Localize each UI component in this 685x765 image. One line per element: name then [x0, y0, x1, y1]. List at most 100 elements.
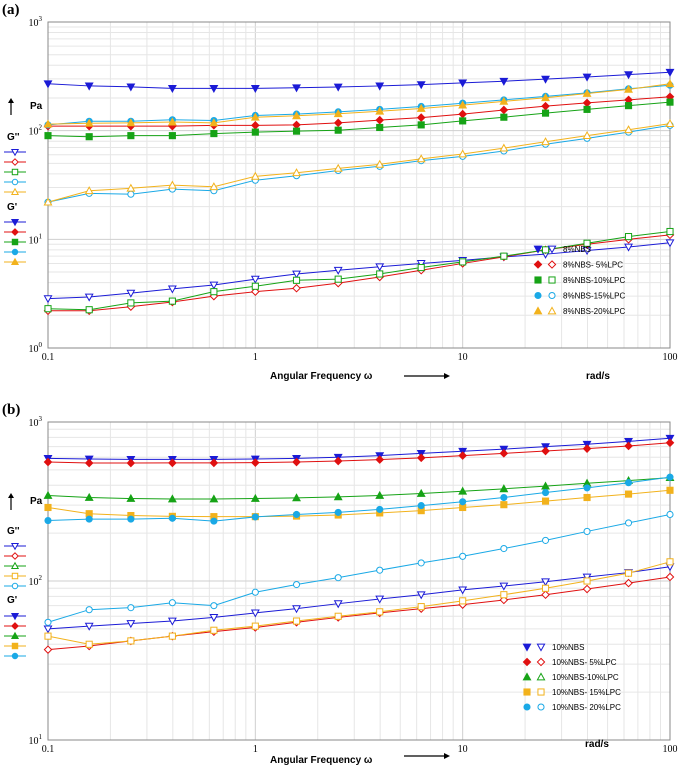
legend-marker-filled — [523, 703, 531, 711]
loss-modulus-point — [582, 131, 592, 140]
loss-modulus-point — [376, 566, 384, 574]
storage-modulus-point — [251, 513, 259, 521]
x-axis-unit: rad/s — [586, 371, 610, 382]
side-key-marker — [10, 631, 20, 640]
side-key-marker — [11, 248, 19, 256]
loss-modulus-point — [333, 600, 343, 609]
loss-modulus-point — [127, 637, 135, 645]
loss-modulus-point — [376, 270, 384, 278]
storage-modulus-point — [126, 458, 136, 468]
loss-modulus-line — [47, 123, 671, 203]
storage-modulus-point — [583, 105, 591, 113]
storage-modulus-point — [292, 84, 301, 93]
storage-modulus-point — [210, 130, 218, 138]
legend-marker-open — [536, 672, 546, 681]
storage-modulus-line — [47, 489, 671, 518]
storage-modulus-point — [624, 102, 633, 110]
storage-modulus-point — [168, 132, 176, 140]
storage-modulus-point — [333, 109, 343, 118]
storage-modulus-point — [458, 486, 468, 495]
storage-modulus-point — [458, 109, 467, 119]
storage-modulus-point — [43, 80, 53, 89]
storage-modulus-point — [44, 503, 52, 512]
storage-modulus-point — [582, 98, 592, 108]
loss-modulus-point — [251, 622, 259, 630]
storage-modulus-line — [47, 476, 671, 522]
loss-modulus-point — [127, 604, 135, 612]
side-key-marker — [11, 642, 19, 650]
storage-modulus-point — [292, 457, 301, 467]
loss-modulus-line — [47, 514, 671, 623]
side-key-marker — [11, 552, 19, 560]
y-tick-exponent: 2 — [39, 124, 43, 132]
side-key-marker — [11, 652, 19, 660]
legend-label: 10%NBS- 15%LPC — [552, 688, 621, 697]
storage-modulus-point — [250, 112, 260, 121]
storage-modulus-point — [416, 488, 426, 497]
loss-modulus-point — [85, 640, 93, 648]
legend-marker-open — [537, 703, 545, 711]
series-1 — [43, 438, 675, 654]
loss-modulus-point — [168, 632, 176, 640]
storage-modulus-point — [209, 84, 219, 94]
y-tick-base: 10 — [29, 418, 39, 429]
storage-modulus-point — [624, 71, 633, 80]
storage-modulus-point — [44, 516, 52, 525]
legend-label: 10%NBS- 5%LPC — [552, 658, 617, 667]
storage-modulus-point — [168, 514, 176, 522]
loss-modulus-point — [376, 608, 384, 616]
legend-marker-filled — [522, 657, 532, 667]
plot-frame — [47, 21, 671, 349]
legend-marker-open — [537, 688, 545, 696]
storage-modulus-point — [500, 501, 508, 509]
storage-modulus-point — [334, 126, 342, 134]
storage-modulus-line — [47, 71, 671, 89]
storage-modulus-point — [251, 121, 260, 130]
loss-modulus-point — [583, 577, 591, 585]
loss-modulus-point — [209, 182, 219, 191]
loss-modulus-point — [333, 266, 343, 275]
loss-modulus-point — [500, 591, 508, 599]
loss-modulus-point — [250, 609, 260, 618]
loss-modulus-point — [44, 632, 52, 640]
y-tick-base: 10 — [29, 18, 39, 29]
legend-label: 8%NBS- 5%LPC — [563, 261, 623, 270]
legend-label: 8%NBS-10%LPC — [563, 276, 625, 285]
loss-modulus-point — [334, 612, 342, 620]
loss-modulus-line — [47, 242, 671, 300]
storage-modulus-point — [210, 517, 218, 525]
storage-modulus-point — [375, 82, 385, 91]
storage-modulus-point — [666, 473, 674, 481]
loss-modulus-line — [47, 231, 671, 311]
arrow-head-icon — [444, 753, 450, 759]
legend-marker-filled — [533, 306, 543, 315]
loss-modulus-point — [665, 572, 675, 582]
loss-modulus-point — [458, 149, 468, 158]
storage-modulus-point — [84, 458, 94, 468]
storage-modulus-point — [541, 75, 550, 84]
y-tick-label: 101 — [29, 232, 43, 246]
loss-modulus-point — [167, 617, 177, 626]
side-key-marker — [11, 158, 19, 166]
x-tick-label: 10 — [458, 352, 468, 363]
loss-modulus-point — [417, 263, 425, 272]
loss-modulus-point — [375, 263, 385, 272]
loss-modulus-point — [43, 625, 53, 634]
loss-modulus-point — [85, 306, 93, 314]
side-key-marker — [11, 178, 19, 186]
legend-label: 8%NBS-20%LPC — [563, 307, 625, 316]
storage-modulus-point — [499, 484, 509, 493]
storage-modulus-point — [541, 488, 550, 497]
storage-modulus-point — [251, 128, 259, 136]
storage-modulus-point — [84, 492, 94, 501]
loss-modulus-point — [624, 243, 633, 252]
storage-modulus-point — [167, 494, 177, 503]
legend-marker-filled — [522, 672, 532, 681]
loss-modulus-point — [624, 578, 633, 588]
storage-modulus-point — [666, 98, 674, 106]
loss-modulus-point — [210, 626, 218, 634]
loss-modulus-point — [84, 186, 94, 195]
loss-modulus-point — [292, 168, 301, 177]
x-axis-unit: rad/s — [585, 739, 609, 750]
